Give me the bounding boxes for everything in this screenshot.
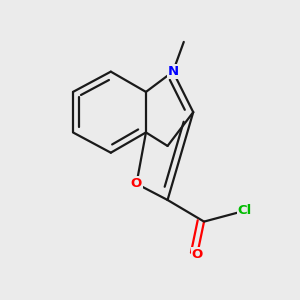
Text: O: O <box>192 248 203 260</box>
Text: N: N <box>167 65 178 78</box>
Text: Cl: Cl <box>237 204 252 217</box>
Text: O: O <box>131 177 142 190</box>
